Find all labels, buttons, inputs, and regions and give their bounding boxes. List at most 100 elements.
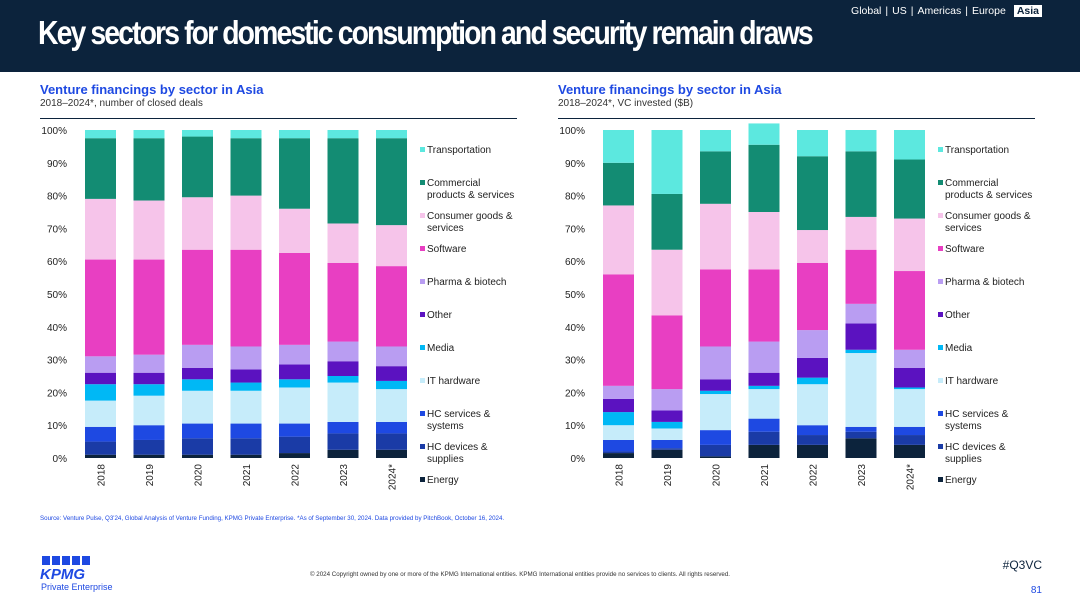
x-tick-label: 2021 (242, 464, 253, 487)
legend-label-commercial-products-services: products & services (945, 190, 1032, 201)
y-tick-label: 10% (47, 421, 67, 432)
bar-segment-media (845, 349, 877, 354)
bar-segment-transportation (182, 130, 213, 137)
legend-label-software: Software (945, 244, 985, 255)
bar-segment-software (133, 259, 165, 355)
y-tick-label: 60% (565, 257, 585, 268)
region-link-us[interactable]: US (892, 5, 907, 17)
y-tick-label: 30% (565, 356, 585, 367)
bar-segment-software (845, 249, 877, 304)
x-tick-label: 2022 (809, 464, 820, 487)
bar-segment-other (327, 361, 359, 376)
header-bar: Key sectors for domestic consumption and… (0, 0, 1080, 72)
bar-segment-hc-services-systems (894, 426, 925, 436)
bar-segment-transportation (376, 130, 407, 139)
legend-swatch (420, 378, 425, 383)
legend-swatch (938, 180, 943, 185)
bar-segment-commercial-products-services (279, 138, 310, 209)
bar-segment-energy (894, 444, 925, 458)
legend-label-pharma-biotech: Pharma & biotech (427, 277, 507, 288)
bar-segment-other (748, 372, 780, 386)
legend-label-energy: Energy (427, 475, 459, 486)
bar-segment-consumer-goods-services (700, 203, 731, 270)
bar-segment-energy (845, 438, 877, 458)
legend-label-hc-services-systems: systems (427, 421, 464, 432)
bar-segment-software (603, 274, 634, 386)
bar-segment-transportation (894, 130, 925, 160)
y-tick-label: 90% (565, 159, 585, 170)
legend-label-consumer-goods-services: services (427, 223, 464, 234)
bar-segment-pharma-biotech (85, 356, 116, 373)
bar-segment-hc-devices-supplies (85, 441, 116, 455)
bar-segment-transportation (279, 130, 310, 139)
bar-segment-it-hardware (845, 353, 877, 427)
legend-label-pharma-biotech: Pharma & biotech (945, 277, 1025, 288)
bar-segment-other (797, 357, 828, 378)
legend-label-media: Media (427, 343, 455, 354)
bar-segment-hc-devices-supplies (279, 436, 310, 454)
chart-deals-svg: 0% 10% 20% 30% 40% 50% 60% 70% 80% 90% 100% 2018 201… (41, 126, 514, 490)
bar-segment-consumer-goods-services (845, 216, 877, 250)
hashtag[interactable]: #Q3VC (1002, 558, 1042, 572)
bar-segment-it-hardware (894, 389, 925, 427)
region-link-americas[interactable]: Americas (917, 5, 962, 17)
bar-segment-hc-services-systems (376, 421, 407, 434)
region-link-asia[interactable]: Asia (1013, 5, 1042, 17)
y-tick-label: 40% (47, 323, 67, 334)
bar-segment-media (182, 379, 213, 391)
legend-swatch (420, 180, 425, 185)
legend-swatch (938, 312, 943, 317)
bar-segment-energy (797, 444, 828, 458)
y-tick-label: 100% (559, 126, 585, 137)
legend-label-media: Media (945, 343, 973, 354)
bar-segment-consumer-goods-services (376, 225, 407, 267)
bar-segment-consumer-goods-services (748, 212, 780, 270)
legend-label-hc-devices-supplies: supplies (427, 454, 464, 465)
bar-segment-transportation (700, 130, 731, 152)
x-tick-label: 2021 (760, 464, 771, 487)
bar-segment-commercial-products-services (651, 193, 683, 250)
bar-segment-commercial-products-services (230, 138, 262, 196)
bar-segment-commercial-products-services (376, 138, 407, 226)
legend-swatch (938, 477, 943, 482)
x-tick-label: 2018 (615, 464, 626, 487)
bar-segment-hc-devices-supplies (748, 431, 780, 445)
bar-segment-it-hardware (700, 394, 731, 431)
legend-swatch (420, 147, 425, 152)
chart-divider (40, 118, 517, 119)
bar-segment-other (133, 372, 165, 385)
y-tick-label: 10% (565, 421, 585, 432)
bar-segment-hc-services-systems (327, 421, 359, 434)
legend-swatch (420, 279, 425, 284)
legend-label-hc-devices-supplies: HC devices & (427, 442, 488, 453)
legend-swatch (938, 378, 943, 383)
region-link-global[interactable]: Global (851, 5, 882, 17)
bar-segment-hc-devices-supplies (230, 438, 262, 455)
legend-label-transportation: Transportation (945, 145, 1009, 156)
legend-swatch (938, 147, 943, 152)
legend-swatch (420, 312, 425, 317)
y-tick-label: 20% (565, 388, 585, 399)
bar-segment-pharma-biotech (700, 346, 731, 380)
legend-swatch (420, 345, 425, 350)
bar-segment-software (230, 249, 262, 347)
bar-segment-media (279, 379, 310, 388)
bar-segment-other (651, 410, 683, 422)
bar-segment-other (700, 379, 731, 391)
bar-segment-media (894, 387, 925, 390)
bar-segment-energy (327, 449, 359, 458)
bar-segment-hc-devices-supplies (845, 431, 877, 439)
bar-segment-transportation (797, 130, 828, 157)
y-tick-label: 80% (565, 192, 585, 203)
page-number: 81 (1030, 585, 1042, 596)
x-tick-label: 2019 (145, 464, 156, 487)
bar-segment-commercial-products-services (133, 138, 165, 201)
bar-segment-commercial-products-services (894, 159, 925, 219)
bar-segment-hc-devices-supplies (133, 439, 165, 455)
x-tick-label: 2018 (97, 464, 108, 487)
legend-label-other: Other (427, 310, 453, 321)
region-link-europe[interactable]: Europe (971, 5, 1006, 17)
bar-segment-transportation (85, 130, 116, 139)
region-separator: | (885, 5, 889, 17)
bar-segment-hc-services-systems (797, 425, 828, 436)
